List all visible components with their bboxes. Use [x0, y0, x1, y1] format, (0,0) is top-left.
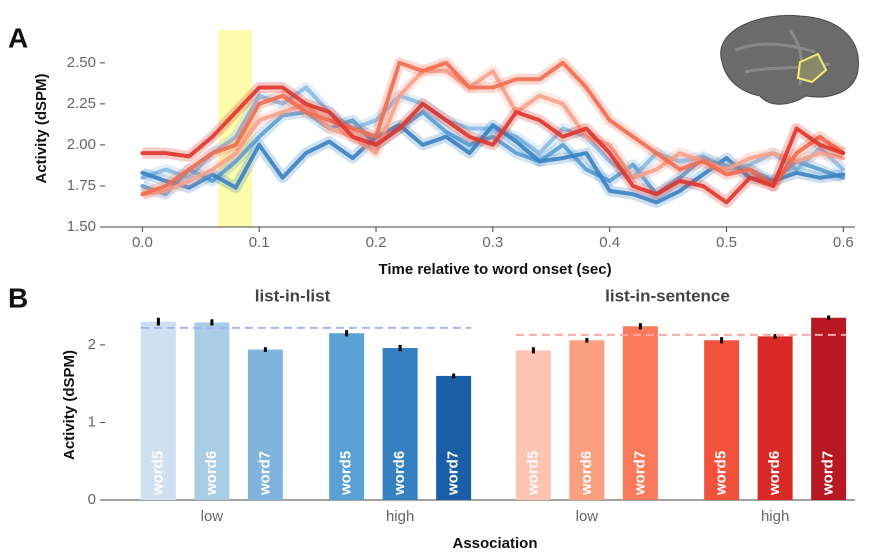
panel-label: A: [8, 22, 28, 53]
y-tick-label: 2.00: [67, 136, 96, 153]
bar: [382, 348, 418, 500]
bar-label: word6: [578, 451, 595, 496]
x-tick-label: 0.2: [366, 234, 387, 251]
bar-label: word5: [338, 451, 355, 496]
y-axis-title: Activity (dSPM): [33, 73, 50, 183]
x-tick-label: 0.5: [716, 234, 737, 251]
x-tick-label: 0.6: [833, 234, 854, 251]
panel-label: B: [8, 282, 28, 313]
y-tick-label: 0: [88, 491, 96, 508]
bar-label: word6: [766, 451, 783, 496]
x-tick-label: 0.1: [249, 234, 270, 251]
bar-label: word7: [256, 451, 273, 496]
bar-label: word5: [524, 451, 541, 496]
bar: [194, 322, 230, 500]
x-tick-label: high: [761, 508, 789, 525]
series-line: [140, 123, 846, 205]
bar-label: word5: [149, 451, 166, 496]
bar: [515, 350, 551, 500]
series-line: [140, 85, 846, 205]
series-line: [140, 60, 846, 197]
bar: [622, 326, 658, 500]
bar: [757, 336, 793, 500]
y-axis-title: Activity (dSPM): [61, 350, 78, 460]
x-tick-label: low: [201, 508, 224, 525]
bar: [329, 333, 365, 500]
y-tick-label: 2: [88, 336, 96, 353]
bar: [569, 340, 605, 500]
x-axis-title: Association: [452, 535, 537, 552]
bar: [436, 375, 472, 500]
bar-label: word7: [445, 451, 462, 496]
series-line: [140, 110, 846, 197]
y-tick-label: 1: [88, 413, 96, 430]
brain-inset: [720, 14, 859, 105]
y-tick-label: 2.50: [67, 54, 96, 71]
x-tick-label: high: [386, 508, 414, 525]
bar: [247, 349, 283, 500]
bar-label: word6: [391, 451, 408, 496]
bar: [140, 321, 176, 500]
bar: [811, 317, 847, 500]
x-axis-title: Time relative to word onset (sec): [378, 261, 611, 278]
bar-label: word5: [713, 451, 730, 496]
facet-title: list-in-sentence: [605, 286, 730, 305]
bar-label: word6: [203, 451, 220, 496]
x-tick-label: 0.3: [482, 234, 503, 251]
y-tick-label: 1.50: [67, 218, 96, 235]
y-tick-label: 2.25: [67, 95, 96, 112]
series-line: [140, 69, 846, 197]
x-tick-label: low: [576, 508, 599, 525]
bar: [704, 340, 740, 500]
x-tick-label: 0.4: [599, 234, 620, 251]
bar-label: word7: [820, 451, 837, 496]
x-tick-label: 0.0: [132, 234, 153, 251]
y-tick-label: 1.75: [67, 177, 96, 194]
bar-label: word7: [631, 451, 648, 496]
facet-title: list-in-list: [255, 286, 331, 305]
